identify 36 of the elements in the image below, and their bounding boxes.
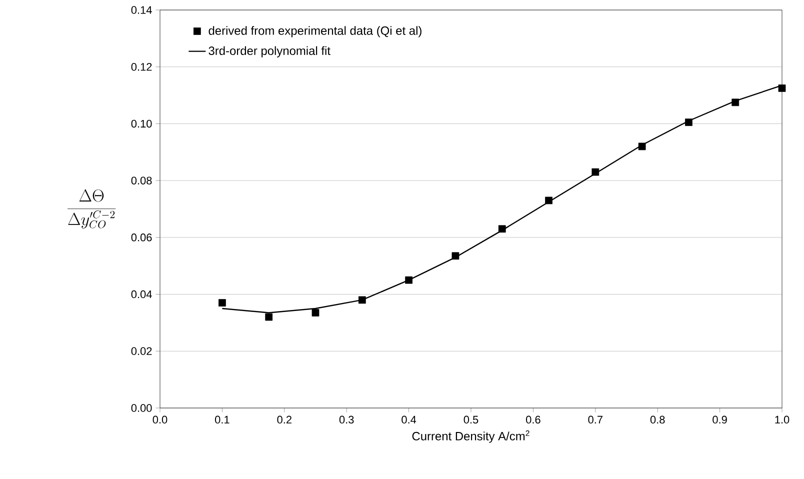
y-tick-label: 0.06	[131, 234, 152, 242]
x-tick-label: 0.5	[464, 416, 478, 424]
y-axis-title: $\frac{\Delta\Theta}{\Delta y'^{C-2}_{CO}}$	[68, 189, 116, 228]
x-axis-title: Current Density A/cm$^{2}$	[412, 430, 530, 443]
point	[265, 313, 273, 321]
x-tick-label: 0.2	[277, 416, 292, 424]
point	[218, 299, 226, 306]
point	[498, 225, 506, 233]
point	[312, 309, 320, 316]
point	[638, 142, 646, 150]
x-tick-label: 0.9	[712, 416, 727, 424]
x-tick-label: 0.4	[402, 416, 416, 424]
x-tick-label: 0.0	[152, 416, 168, 424]
x-tick-label: 0.8	[650, 416, 665, 424]
x-tick-label: 0.1	[215, 416, 230, 424]
x-tick-label: 0.7	[588, 416, 602, 424]
point	[592, 168, 600, 176]
legend-label: 3rd-order polynomial fit	[208, 46, 330, 58]
x-tick-label: 0.6	[526, 416, 540, 424]
point	[452, 252, 460, 260]
y-tick-label: 0.14	[131, 6, 152, 14]
point	[358, 296, 366, 304]
point	[545, 196, 552, 204]
y-tick-label: 0.12	[131, 62, 152, 71]
y-tick-label: 0.00	[131, 404, 152, 412]
x-tick-label: 0.3	[339, 416, 354, 424]
legend-label: derived from experimental data (Qi et al)	[208, 26, 422, 38]
y-tick-label: 0.08	[131, 176, 152, 184]
point	[778, 84, 786, 92]
x-tick-label: 1.0	[775, 416, 790, 424]
y-tick-label: 0.04	[131, 290, 152, 298]
point	[405, 276, 412, 284]
point	[685, 118, 692, 126]
point	[732, 98, 740, 106]
y-tick-label: 0.02	[131, 347, 152, 356]
y-tick-label: 0.10	[131, 120, 152, 128]
